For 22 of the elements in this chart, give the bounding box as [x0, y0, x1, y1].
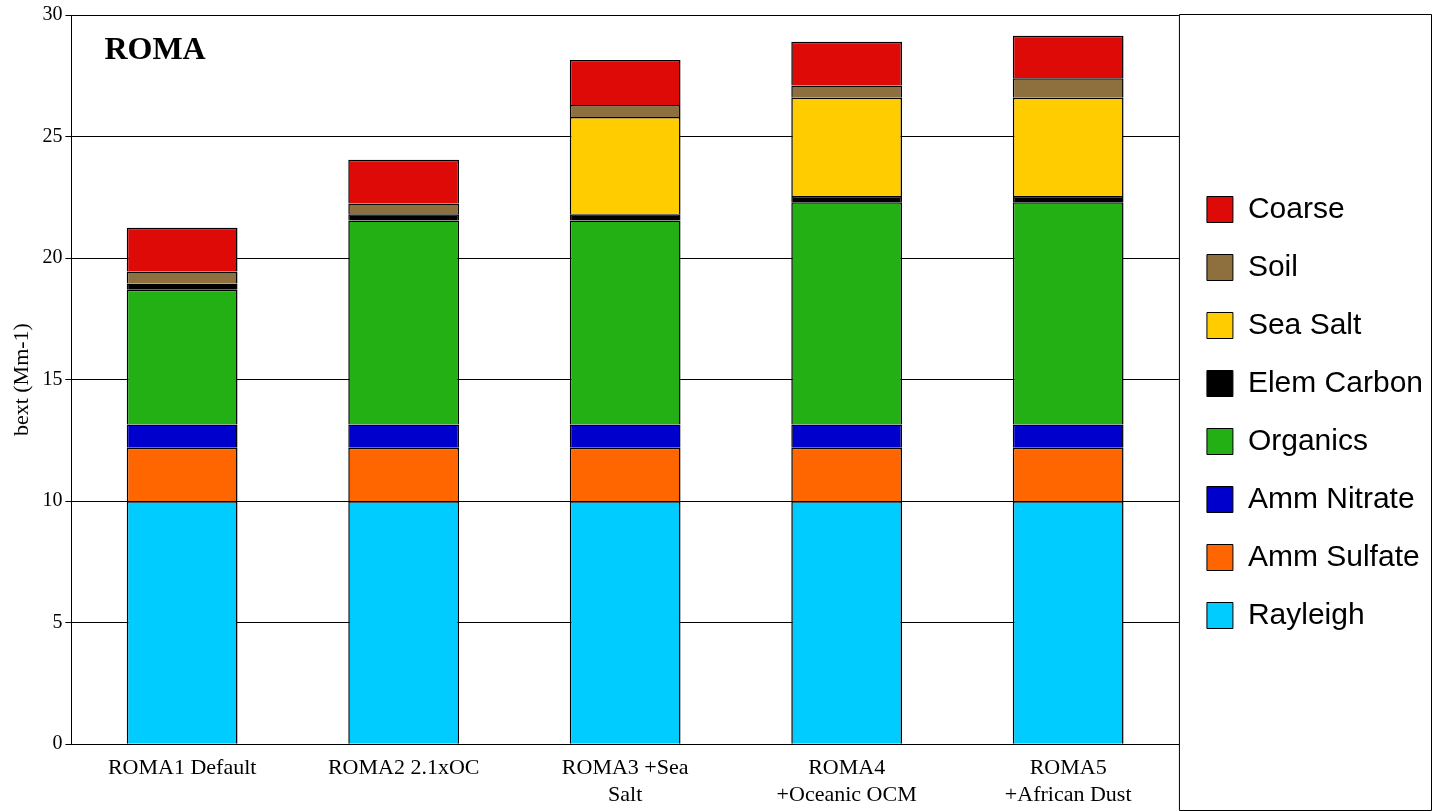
y-tick-label: 25: [42, 123, 63, 146]
y-tick-label: 5: [52, 609, 63, 632]
y-tick-label: 15: [42, 366, 63, 389]
x-tick-label: ROMA4 +Oceanic OCM: [776, 754, 917, 806]
x-tick-label: ROMA1 Default: [107, 754, 257, 780]
x-tick-label: ROMA2 2.1xOC: [327, 754, 480, 780]
x-tick-label: ROMA3 +Sea Salt: [561, 754, 689, 806]
y-axis-title: bext (Mm-1): [7, 323, 33, 437]
y-tick-label: 10: [42, 488, 63, 511]
legend-label: Rayleigh: [1247, 596, 1365, 630]
legend-label: Amm Sulfate: [1247, 538, 1420, 572]
legend-label: Coarse: [1247, 190, 1345, 224]
y-tick-label: 0: [52, 731, 63, 754]
legend-label: Organics: [1247, 422, 1368, 456]
text: ROMA: [104, 30, 206, 67]
y-tick-label: 30: [42, 2, 63, 25]
legend-label: Amm Nitrate: [1247, 480, 1415, 514]
legend-label: Soil: [1247, 248, 1298, 282]
legend-label: Elem Carbon: [1247, 364, 1423, 398]
x-tick-label: ROMA5 +African Dust: [1004, 754, 1132, 806]
legend-label: Sea Salt: [1247, 306, 1362, 340]
y-tick-label: 20: [42, 245, 63, 268]
